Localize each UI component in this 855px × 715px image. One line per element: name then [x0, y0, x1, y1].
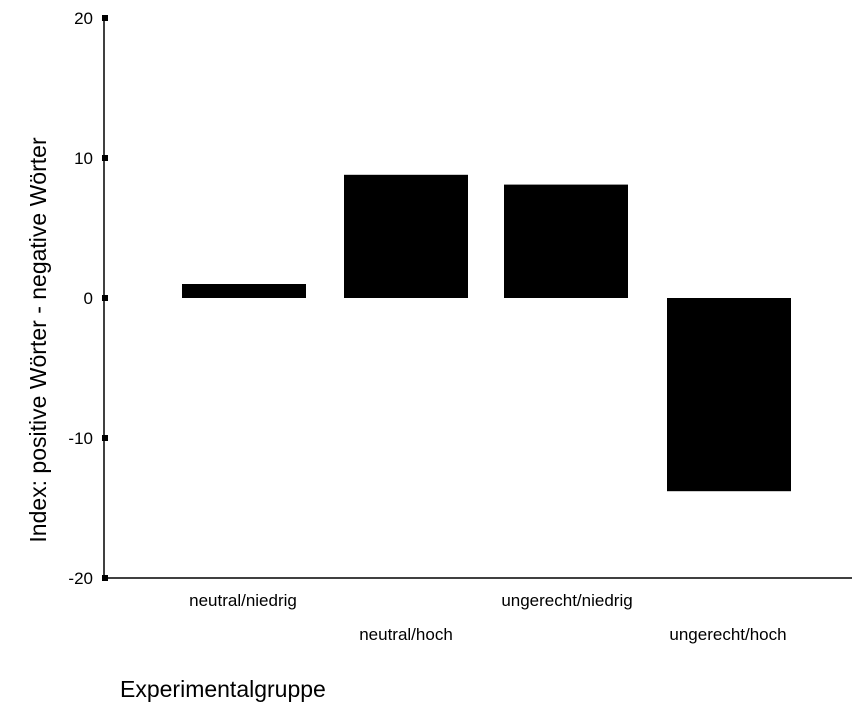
x-category-label: neutral/hoch: [359, 625, 453, 644]
y-tick-mark: [102, 435, 108, 441]
y-tick-mark: [102, 295, 108, 301]
x-category-label: neutral/niedrig: [189, 591, 297, 610]
y-tick-label: -10: [68, 429, 93, 448]
x-axis-title: Experimentalgruppe: [120, 676, 326, 702]
x-category-label: ungerecht/hoch: [669, 625, 786, 644]
y-tick-label: 20: [74, 9, 93, 28]
y-tick-mark: [102, 155, 108, 161]
x-category-label: ungerecht/niedrig: [501, 591, 632, 610]
y-tick-label: -20: [68, 569, 93, 588]
bars-group: [182, 174, 791, 492]
y-axis-ticks: 20 10 0 -10 -20: [68, 9, 108, 588]
y-tick-label: 10: [74, 149, 93, 168]
bar-ungerecht-hoch: [667, 298, 791, 492]
y-tick-mark: [102, 15, 108, 21]
y-tick-label: 0: [84, 289, 93, 308]
bar-ungerecht-niedrig: [504, 184, 628, 298]
x-axis-category-labels: neutral/niedrig neutral/hoch ungerecht/nie…: [189, 591, 786, 644]
bar-neutral-hoch: [344, 174, 468, 298]
y-axis-title: Index: positive Wörter - negative Wörter: [25, 137, 51, 543]
y-tick-mark: [102, 575, 108, 581]
bar-neutral-niedrig: [182, 284, 306, 298]
